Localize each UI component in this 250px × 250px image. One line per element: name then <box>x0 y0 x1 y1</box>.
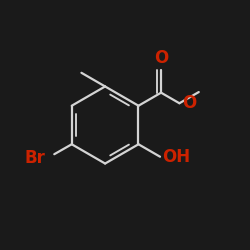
Text: O: O <box>154 49 168 67</box>
Text: O: O <box>182 94 196 112</box>
Text: Br: Br <box>25 149 46 167</box>
Text: OH: OH <box>162 148 190 166</box>
